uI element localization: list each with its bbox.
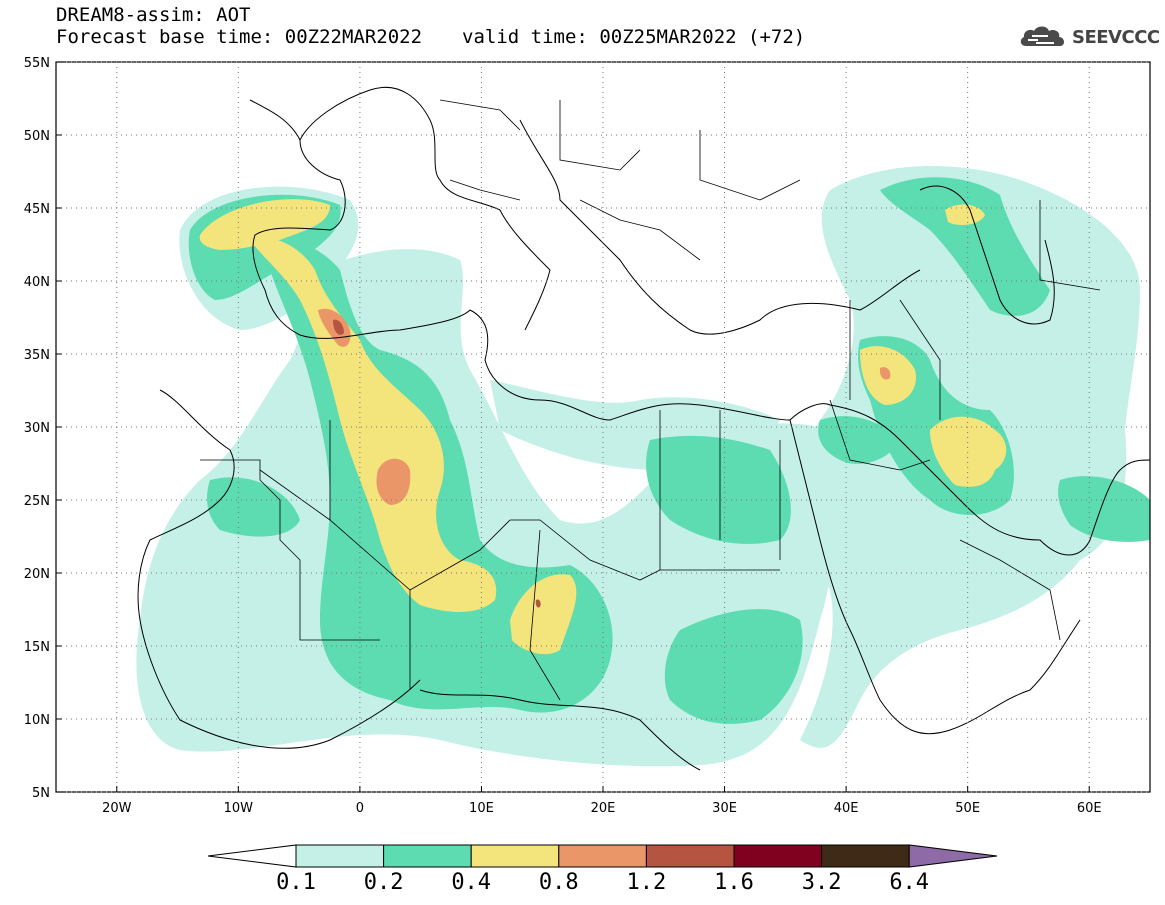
y-tick-label: 40N — [24, 275, 50, 290]
colorbar-segment — [733, 844, 823, 868]
colorbar-segment — [295, 844, 385, 868]
colorbar-label: 3.2 — [802, 870, 842, 895]
y-tick-label: 55N — [24, 56, 50, 71]
colorbar-segment — [383, 844, 472, 868]
x-tick-label: 50E — [955, 801, 980, 816]
y-tick-label: 15N — [24, 640, 50, 655]
colorbar-min-arrow — [207, 844, 297, 868]
cloud-icon — [1020, 26, 1065, 46]
x-tick-label: 30E — [712, 801, 737, 816]
x-tick-label: 20E — [591, 801, 616, 816]
y-tick-label: 25N — [24, 494, 50, 509]
colorbar-label: 6.4 — [889, 870, 929, 895]
colorbar-segment — [558, 844, 647, 868]
coastlines — [137, 86, 1150, 771]
x-tick-label: 60E — [1077, 801, 1102, 816]
aot-band-1.2 — [333, 319, 541, 608]
logo-text: SEEVCCC — [1072, 26, 1160, 48]
x-tick-label: 10W — [224, 801, 254, 816]
y-axis: 55N 50N 45N 40N 35N 30N 25N 20N 15N 10N 5N — [24, 56, 62, 801]
colorbar-label: 0.4 — [451, 870, 491, 895]
map-title: DREAM8-assim: AOT Forecast base time: 00… — [56, 4, 805, 48]
colorbar-label: 0.1 — [276, 870, 316, 895]
y-tick-label: 20N — [24, 567, 50, 582]
seevccc-logo: SEEVCCC — [1018, 24, 1160, 50]
colorbar-label: 0.8 — [539, 870, 579, 895]
x-tick-label: 20W — [102, 801, 132, 816]
y-tick-label: 50N — [24, 129, 50, 144]
colorbar-label: 0.2 — [364, 870, 404, 895]
colorbar-segment — [470, 844, 560, 868]
product-title: DREAM8-assim: AOT — [56, 4, 251, 26]
x-tick-label: 0 — [356, 801, 364, 816]
colorbar-segment — [821, 844, 910, 868]
base-time: Forecast base time: 00Z22MAR2022 — [56, 26, 423, 48]
x-axis: 20W 10W 0 10E 20E 30E 40E 50E 60E — [102, 786, 1102, 816]
gridlines — [56, 61, 1150, 793]
time-info: Forecast base time: 00Z22MAR2022 valid ti… — [56, 26, 805, 48]
valid-time: valid time: 00Z25MAR2022 (+72) — [462, 26, 806, 48]
y-tick-label: 45N — [24, 202, 50, 217]
colorbar-segment — [645, 844, 735, 868]
colorbar: 0.1 0.2 0.4 0.8 1.2 1.6 3.2 6.4 — [207, 844, 998, 895]
y-tick-label: 30N — [24, 421, 50, 436]
y-tick-label: 35N — [24, 348, 50, 363]
colorbar-label: 1.6 — [714, 870, 754, 895]
x-tick-label: 40E — [834, 801, 859, 816]
country-borders — [200, 99, 1101, 701]
colorbar-label: 1.2 — [627, 870, 667, 895]
y-tick-label: 10N — [24, 713, 50, 728]
colorbar-max-arrow — [908, 844, 998, 868]
aot-field — [136, 86, 1150, 771]
y-tick-label: 5N — [32, 786, 50, 801]
x-tick-label: 10E — [469, 801, 494, 816]
